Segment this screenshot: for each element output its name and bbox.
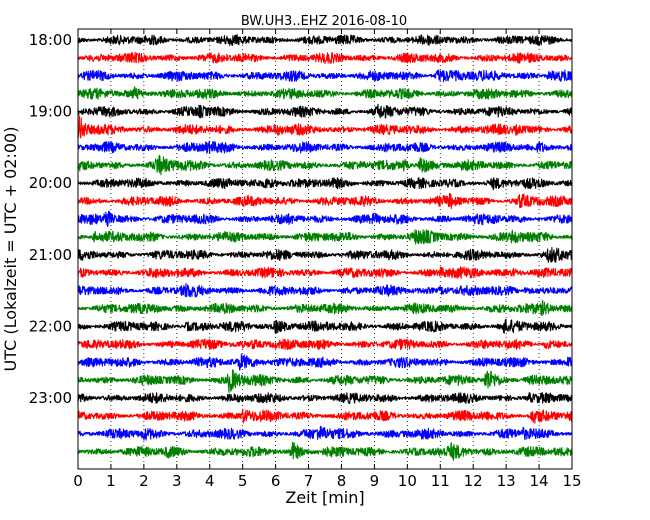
trace-row [77,266,573,279]
trace-row [77,441,573,461]
trace-row [77,86,573,100]
seismic-traces [77,34,573,461]
x-tick-label: 9 [370,472,380,490]
trace-row [77,425,573,441]
trace-row [77,391,573,405]
trace-row [77,51,573,64]
trace-row [77,177,573,191]
y-axis-ticks: 18:00 19:00 20:00 21:00 22:00 23:00 [29,31,572,407]
trace-row [77,69,573,83]
chart-title: BW.UH3..EHZ 2016-08-10 [241,14,407,29]
trace-row [77,338,573,351]
y-tick-label: 20:00 [29,174,72,192]
trace-row [77,299,573,317]
trace-row [77,353,573,371]
y-tick-label: 21:00 [29,246,72,264]
trace-row [77,115,573,139]
x-tick-label: 15 [562,472,581,490]
y-tick-label: 23:00 [29,389,72,407]
x-axis-ticks: 0 1 2 3 4 5 6 7 8 9 10 11 12 13 14 15 [73,29,582,490]
y-axis-label: UTC (Lokalzeit = UTC + 02:00) [1,127,20,372]
trace-row [77,192,573,210]
x-tick-label: 8 [337,472,347,490]
x-tick-label: 2 [139,472,149,490]
y-tick-label: 22:00 [29,317,72,335]
trace-row [77,140,573,154]
x-tick-label: 4 [205,472,215,490]
x-tick-label: 6 [271,472,281,490]
x-axis-label: Zeit [min] [285,488,364,507]
trace-row [77,210,573,227]
trace-row [77,408,573,424]
x-tick-label: 7 [304,472,314,490]
trace-row [77,369,573,394]
x-tick-label: 14 [530,472,549,490]
x-tick-label: 10 [398,472,417,490]
trace-row [77,34,573,46]
trace-row [77,246,573,263]
x-tick-label: 1 [106,472,116,490]
x-tick-label: 0 [73,472,83,490]
trace-row [77,154,573,176]
plot-frame [77,28,573,470]
trace-row [77,318,573,334]
y-tick-label: 19:00 [29,103,72,121]
x-tick-label: 12 [464,472,483,490]
trace-row [77,229,573,245]
x-tick-label: 3 [172,472,182,490]
x-tick-label: 11 [431,472,450,490]
trace-row [77,283,573,298]
x-tick-label: 13 [497,472,516,490]
trace-row [77,103,573,119]
y-tick-label: 18:00 [29,31,72,49]
x-tick-label: 5 [238,472,248,490]
